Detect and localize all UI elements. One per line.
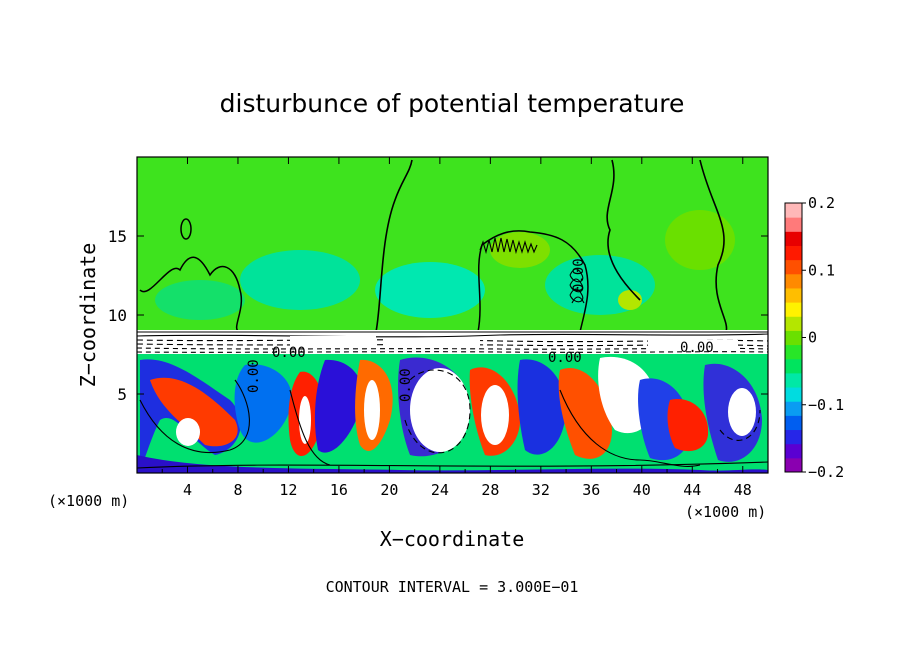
colorbar-swatch	[785, 415, 802, 431]
warm-anomaly-patch	[665, 210, 735, 270]
colorbar-swatch	[785, 316, 802, 331]
y-tick-label: 10	[108, 306, 127, 325]
colorbar-tick-label: −0.2	[808, 463, 844, 481]
colorbar-swatch	[785, 344, 802, 360]
closed-contour	[180, 218, 192, 240]
y-tick-label: 15	[108, 227, 127, 246]
colorbar-swatch	[785, 372, 802, 388]
x-axis-label: X−coordinate	[380, 527, 525, 551]
colorbar-swatch	[785, 231, 802, 246]
colorbar-swatch	[785, 358, 802, 374]
x-tick-label: 16	[330, 481, 348, 499]
x-tick-label: 32	[532, 481, 550, 499]
colorbar-swatch	[785, 429, 802, 445]
contour-label: 0.00	[571, 258, 587, 292]
x-axis: 4 8 12 16 20 24 28 32 36 40 44 48	[161, 157, 752, 499]
colorbar: 0.2 0.1 0 −0.1 −0.2	[784, 194, 844, 481]
y-tick-label: 5	[117, 385, 127, 404]
warm-anomaly-patch	[490, 232, 550, 268]
inversion-gap	[290, 336, 376, 348]
x-tick-label: 24	[431, 481, 449, 499]
x-tick-label: 4	[183, 481, 192, 499]
colorbar-tick-label: 0.1	[808, 261, 835, 279]
colorbar-tick-label: −0.1	[808, 396, 844, 414]
cool-anomaly-patch	[240, 250, 360, 310]
colorbar-tick-label: 0.2	[808, 194, 835, 212]
colorbar-tick-label: 0	[808, 329, 817, 347]
inversion-gap	[385, 338, 480, 348]
colorbar-swatch	[785, 330, 802, 346]
plot-area	[137, 157, 768, 473]
lower-layer-contours	[137, 369, 768, 469]
x-tick-label: 20	[380, 481, 398, 499]
cool-anomaly-patch	[155, 280, 245, 320]
contour-label: 0.00	[272, 345, 306, 361]
x-tick-label: 48	[734, 481, 752, 499]
zero-contour	[139, 256, 243, 333]
wavy-contour	[479, 237, 538, 255]
contour-label: 0.00	[680, 340, 714, 356]
contour-label: 0.00	[246, 359, 262, 393]
contour-label: 0.00	[398, 368, 414, 402]
wavy-contour	[569, 268, 585, 304]
contour-interval-note: CONTOUR INTERVAL = 3.000E−01	[326, 578, 579, 596]
contour-label: 0.00	[548, 350, 582, 366]
colorbar-swatch	[785, 259, 802, 275]
cool-anomaly-patch	[375, 262, 485, 318]
x-tick-label: 12	[279, 481, 297, 499]
colorbar-swatch	[785, 217, 802, 232]
zero-contour	[375, 159, 728, 333]
x-tick-label: 8	[233, 481, 242, 499]
warm-anomaly-patch	[618, 290, 642, 310]
chart-title: disturbunce of potential temperature	[220, 89, 685, 118]
y-axis: 5 10 15	[108, 227, 768, 404]
colorbar-swatch	[785, 287, 802, 303]
lower-layer-anomalies	[137, 356, 768, 473]
colorbar-swatch	[785, 457, 802, 473]
colorbar-swatch	[785, 273, 802, 289]
zero-contour	[477, 230, 589, 333]
colorbar-swatch	[785, 302, 802, 317]
x-tick-label: 40	[633, 481, 651, 499]
x-axis-unit: (×1000 m)	[48, 492, 129, 510]
colorbar-swatch	[785, 387, 802, 402]
x-axis-unit: (×1000 m)	[685, 503, 766, 521]
x-tick-label: 28	[481, 481, 499, 499]
colorbar-swatch	[785, 401, 802, 416]
inversion-gap	[648, 340, 738, 350]
colorbar-swatch	[785, 203, 802, 218]
contour-labels: 0.00 0.00 0.00 0.00 0.00 0.00	[246, 258, 714, 402]
x-tick-label: 44	[683, 481, 701, 499]
y-axis-label: Z−coordinate	[76, 243, 100, 388]
x-tick-label: 36	[582, 481, 600, 499]
colorbar-swatch	[785, 443, 802, 459]
colorbar-swatch	[785, 245, 802, 261]
